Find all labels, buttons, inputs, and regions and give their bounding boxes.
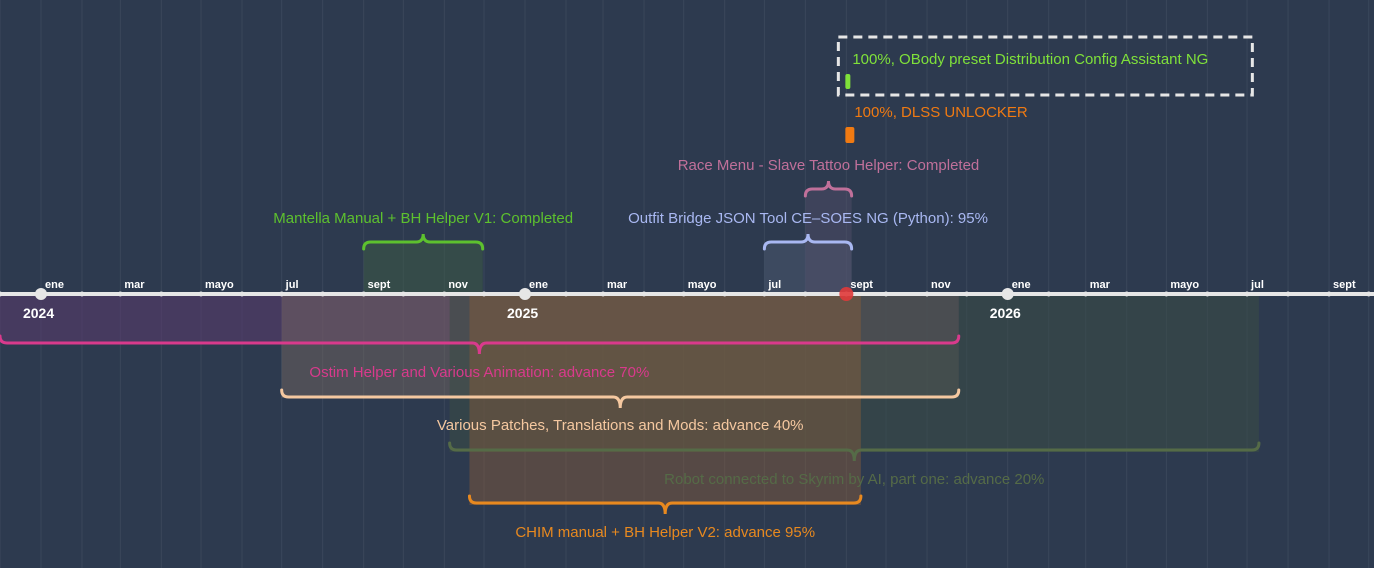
- item-7-label: Race Menu - Slave Tattoo Helper: Complet…: [678, 157, 980, 174]
- item-6-range: [764, 242, 852, 294]
- month-label: mar: [1090, 279, 1111, 291]
- item-8-marker: [845, 127, 855, 143]
- month-tick: [481, 291, 487, 297]
- month-tick: [883, 291, 889, 297]
- item-9-label: 100%, OBody preset Distribution Config A…: [852, 51, 1208, 68]
- month-label: jul: [767, 279, 781, 291]
- item-5-label: Mantella Manual + BH Helper V1: Complete…: [273, 210, 573, 227]
- month-tick: [279, 291, 285, 297]
- item-2-brace: [280, 388, 961, 409]
- month-tick: [1163, 291, 1169, 297]
- month-tick: [361, 291, 367, 297]
- item-4-range: [469, 295, 861, 505]
- year-marker: [1001, 288, 1014, 300]
- month-tick: [924, 291, 930, 297]
- month-label: nov: [448, 279, 468, 291]
- month-tick: [441, 291, 447, 297]
- item-9-box: [836, 35, 1254, 97]
- month-tick: [761, 291, 767, 297]
- month-tick: [1285, 291, 1291, 297]
- month-tick: [158, 291, 164, 297]
- month-tick: [681, 291, 687, 297]
- year-label: 2025: [507, 305, 538, 321]
- item-4-brace: [467, 494, 863, 515]
- item-8-label: 100%, DLSS UNLOCKER: [854, 104, 1028, 121]
- item-2-label: Various Patches, Translations and Mods: …: [437, 417, 804, 434]
- month-label: nov: [931, 279, 951, 291]
- year-label: 2026: [990, 305, 1021, 321]
- month-label: mayo: [205, 279, 234, 291]
- item-3-brace: [448, 441, 1261, 462]
- month-tick: [641, 291, 647, 297]
- month-tick: [563, 291, 569, 297]
- month-tick: [964, 291, 970, 297]
- item-9-marker: [845, 74, 851, 89]
- month-label: mar: [124, 279, 145, 291]
- month-tick: [1244, 291, 1250, 297]
- item-6-brace: [762, 233, 854, 251]
- month-label: ene: [45, 279, 64, 291]
- month-label: ene: [1012, 279, 1031, 291]
- item-4-label: CHIM manual + BH Helper V2: advance 95%: [515, 524, 815, 541]
- item-1-brace: [0, 334, 961, 355]
- month-tick: [802, 291, 808, 297]
- month-label: jul: [1250, 279, 1264, 291]
- year-label: 2024: [23, 305, 54, 321]
- month-label: mar: [607, 279, 628, 291]
- month-label: sept: [368, 279, 391, 291]
- month-tick: [1366, 291, 1372, 297]
- axis: ene 2024 mar mayo jul sept nov ene 2025 mar mayo ju…: [0, 279, 1374, 321]
- month-label: mayo: [688, 279, 717, 291]
- current-date-marker: [839, 287, 854, 301]
- item-marks: Ostim Helper and Various Animation: adva…: [273, 35, 1254, 541]
- month-tick: [600, 291, 606, 297]
- year-marker: [34, 288, 47, 300]
- month-tick: [79, 291, 85, 297]
- month-tick: [400, 291, 406, 297]
- month-tick: [1326, 291, 1332, 297]
- month-label: sept: [1333, 279, 1356, 291]
- month-tick: [0, 291, 3, 297]
- month-tick: [1204, 291, 1210, 297]
- month-tick: [722, 291, 728, 297]
- month-label: mayo: [1170, 279, 1199, 291]
- year-marker: [519, 288, 532, 300]
- item-6-label: Outfit Bridge JSON Tool CE–SOES NG (Pyth…: [628, 210, 988, 227]
- month-label: jul: [285, 279, 299, 291]
- month-tick: [239, 291, 245, 297]
- item-3-label: Robot connected to Skyrim by AI, part on…: [664, 471, 1044, 488]
- month-tick: [117, 291, 123, 297]
- item-1-label: Ostim Helper and Various Animation: adva…: [309, 364, 649, 381]
- month-tick: [1046, 291, 1052, 297]
- item-3-range: [449, 295, 1259, 452]
- item-5-range: [363, 242, 483, 294]
- month-tick: [320, 291, 326, 297]
- month-label: sept: [850, 279, 873, 291]
- month-label: ene: [529, 279, 548, 291]
- month-tick: [1083, 291, 1089, 297]
- item-backgrounds: [0, 190, 1259, 505]
- month-tick: [198, 291, 204, 297]
- item-7-brace: [803, 180, 854, 198]
- item-5-brace: [362, 233, 485, 251]
- month-tick: [1124, 291, 1130, 297]
